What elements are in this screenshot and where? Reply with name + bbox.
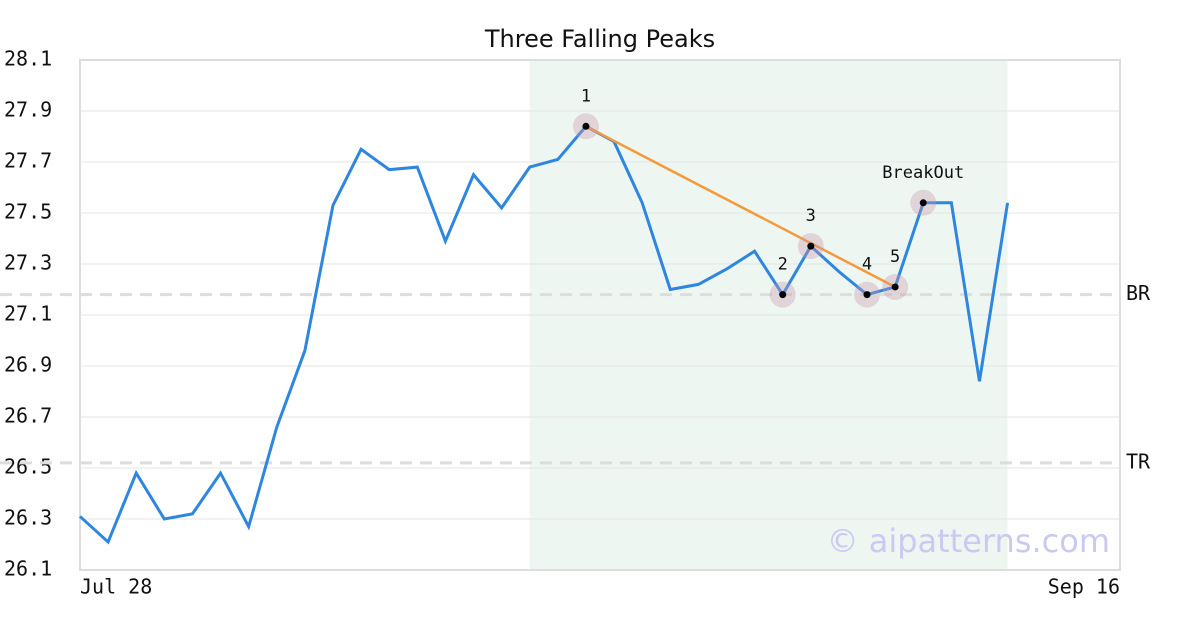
marker-label: 3 <box>806 206 816 226</box>
marker-label: 1 <box>581 86 591 106</box>
level-label: TR <box>1126 449 1151 473</box>
y-tick-label: 26.7 <box>4 404 52 428</box>
y-tick-label: 26.5 <box>4 455 52 479</box>
x-tick-label: Sep 16 <box>1048 575 1120 599</box>
price-line <box>78 124 1010 545</box>
marker-label: 5 <box>890 247 900 267</box>
marker-dot <box>582 122 590 130</box>
y-tick-label: 28.1 <box>4 47 52 71</box>
y-tick-label: 27.9 <box>4 98 52 122</box>
marker-dot <box>779 291 787 299</box>
watermark: © aipatterns.com <box>827 522 1110 560</box>
marker-dot <box>919 199 927 207</box>
y-tick-label: 26.9 <box>4 353 52 377</box>
marker-dot <box>863 291 871 299</box>
chart-title: Three Falling Peaks <box>484 25 715 53</box>
y-tick-label: 27.5 <box>4 200 52 224</box>
x-tick-label: Jul 28 <box>80 575 152 599</box>
y-tick-label: 27.3 <box>4 251 52 275</box>
marker-dot <box>807 242 815 250</box>
marker-dot <box>891 283 899 291</box>
plot-frame <box>79 59 1121 571</box>
y-tick-label: 26.1 <box>4 557 52 581</box>
y-tick-label: 26.3 <box>4 506 52 530</box>
y-tick-label: 27.7 <box>4 149 52 173</box>
marker-label: 4 <box>862 255 872 275</box>
y-tick-label: 27.1 <box>4 302 52 326</box>
level-label: BR <box>1126 281 1151 305</box>
trend-line <box>585 125 896 289</box>
marker-label: BreakOut <box>882 163 964 183</box>
marker-label: 2 <box>778 255 788 275</box>
